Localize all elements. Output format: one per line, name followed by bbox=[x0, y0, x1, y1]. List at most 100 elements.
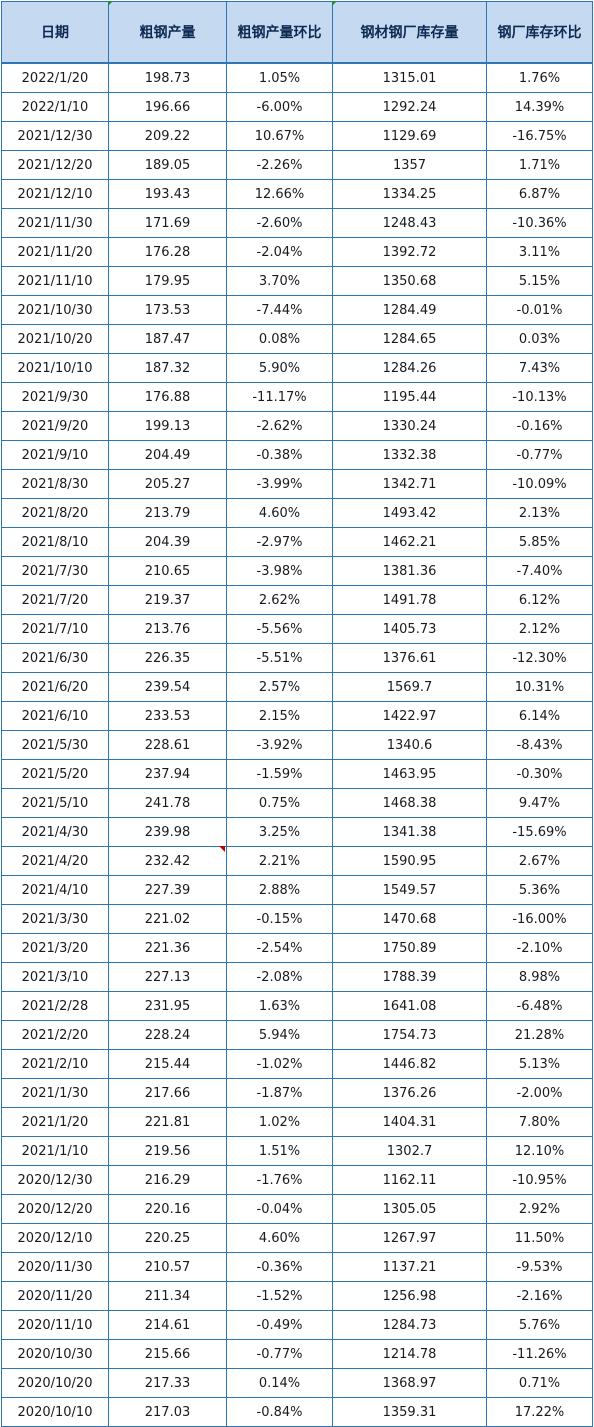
cell-crude-steel-output[interactable]: 176.28 bbox=[108, 237, 227, 267]
cell-date[interactable]: 2020/12/20 bbox=[1, 1194, 109, 1224]
cell-mill-inventory-mom[interactable]: 2.12% bbox=[486, 614, 593, 644]
cell-crude-steel-output[interactable]: 209.22 bbox=[108, 121, 227, 151]
cell-crude-steel-output[interactable]: 221.81 bbox=[108, 1107, 227, 1137]
cell-crude-steel-output[interactable]: 228.61 bbox=[108, 730, 227, 760]
cell-crude-steel-output-mom[interactable]: -1.87% bbox=[226, 1078, 333, 1108]
cell-mill-inventory-mom[interactable]: 1.71% bbox=[486, 150, 593, 180]
cell-mill-inventory-mom[interactable]: 14.39% bbox=[486, 92, 593, 122]
cell-date[interactable]: 2021/11/30 bbox=[1, 208, 109, 238]
cell-mill-inventory-mom[interactable]: 8.98% bbox=[486, 962, 593, 992]
cell-crude-steel-output-mom[interactable]: 2.15% bbox=[226, 701, 333, 731]
cell-crude-steel-output-mom[interactable]: 1.63% bbox=[226, 991, 333, 1021]
cell-date[interactable]: 2021/12/10 bbox=[1, 179, 109, 209]
cell-crude-steel-output[interactable]: 210.65 bbox=[108, 556, 227, 586]
cell-mill-inventory[interactable]: 1405.73 bbox=[332, 614, 487, 644]
cell-crude-steel-output[interactable]: 237.94 bbox=[108, 759, 227, 789]
cell-mill-inventory[interactable]: 1248.43 bbox=[332, 208, 487, 238]
cell-crude-steel-output-mom[interactable]: 0.08% bbox=[226, 324, 333, 354]
cell-crude-steel-output[interactable]: 239.98 bbox=[108, 817, 227, 847]
cell-date[interactable]: 2022/1/10 bbox=[1, 92, 109, 122]
cell-mill-inventory-mom[interactable]: -7.40% bbox=[486, 556, 593, 586]
cell-date[interactable]: 2021/6/30 bbox=[1, 643, 109, 673]
cell-mill-inventory[interactable]: 1376.26 bbox=[332, 1078, 487, 1108]
header-mill-inventory[interactable]: 钢材钢厂库存量 bbox=[332, 1, 487, 64]
header-crude-steel-output[interactable]: 粗钢产量 bbox=[108, 1, 227, 64]
cell-mill-inventory[interactable]: 1305.05 bbox=[332, 1194, 487, 1224]
cell-mill-inventory-mom[interactable]: 12.10% bbox=[486, 1136, 593, 1166]
cell-crude-steel-output-mom[interactable]: -3.98% bbox=[226, 556, 333, 586]
header-mill-inventory-mom[interactable]: 钢厂库存环比 bbox=[486, 1, 593, 64]
header-crude-steel-output-mom[interactable]: 粗钢产量环比 bbox=[226, 1, 333, 64]
cell-date[interactable]: 2021/2/28 bbox=[1, 991, 109, 1021]
cell-crude-steel-output[interactable]: 220.16 bbox=[108, 1194, 227, 1224]
cell-crude-steel-output-mom[interactable]: -2.26% bbox=[226, 150, 333, 180]
cell-mill-inventory[interactable]: 1381.36 bbox=[332, 556, 487, 586]
cell-mill-inventory-mom[interactable]: 5.85% bbox=[486, 527, 593, 557]
cell-mill-inventory[interactable]: 1549.57 bbox=[332, 875, 487, 905]
cell-mill-inventory-mom[interactable]: -0.01% bbox=[486, 295, 593, 325]
cell-date[interactable]: 2021/8/30 bbox=[1, 469, 109, 499]
cell-mill-inventory-mom[interactable]: -8.43% bbox=[486, 730, 593, 760]
cell-date[interactable]: 2021/9/20 bbox=[1, 411, 109, 441]
cell-date[interactable]: 2020/12/10 bbox=[1, 1223, 109, 1253]
cell-crude-steel-output[interactable]: 176.88 bbox=[108, 382, 227, 412]
cell-mill-inventory[interactable]: 1315.01 bbox=[332, 62, 487, 93]
cell-mill-inventory-mom[interactable]: 9.47% bbox=[486, 788, 593, 818]
cell-mill-inventory-mom[interactable]: 17.22% bbox=[486, 1397, 593, 1427]
cell-mill-inventory-mom[interactable]: 2.92% bbox=[486, 1194, 593, 1224]
cell-crude-steel-output[interactable]: 173.53 bbox=[108, 295, 227, 325]
cell-date[interactable]: 2021/8/10 bbox=[1, 527, 109, 557]
cell-mill-inventory[interactable]: 1754.73 bbox=[332, 1020, 487, 1050]
cell-crude-steel-output[interactable]: 226.35 bbox=[108, 643, 227, 673]
cell-mill-inventory[interactable]: 1334.25 bbox=[332, 179, 487, 209]
cell-date[interactable]: 2021/10/30 bbox=[1, 295, 109, 325]
cell-date[interactable]: 2020/10/10 bbox=[1, 1397, 109, 1427]
cell-crude-steel-output-mom[interactable]: 3.70% bbox=[226, 266, 333, 296]
cell-date[interactable]: 2021/3/20 bbox=[1, 933, 109, 963]
cell-mill-inventory-mom[interactable]: 6.12% bbox=[486, 585, 593, 615]
cell-crude-steel-output-mom[interactable]: 2.62% bbox=[226, 585, 333, 615]
cell-crude-steel-output-mom[interactable]: 1.02% bbox=[226, 1107, 333, 1137]
cell-crude-steel-output-mom[interactable]: 4.60% bbox=[226, 1223, 333, 1253]
cell-mill-inventory-mom[interactable]: 1.76% bbox=[486, 62, 593, 93]
cell-date[interactable]: 2021/4/20 bbox=[1, 846, 109, 876]
cell-mill-inventory-mom[interactable]: 0.71% bbox=[486, 1368, 593, 1398]
cell-mill-inventory-mom[interactable]: 2.67% bbox=[486, 846, 593, 876]
cell-date[interactable]: 2021/2/10 bbox=[1, 1049, 109, 1079]
cell-date[interactable]: 2021/7/20 bbox=[1, 585, 109, 615]
cell-crude-steel-output[interactable]: 227.39 bbox=[108, 875, 227, 905]
cell-date[interactable]: 2021/7/10 bbox=[1, 614, 109, 644]
cell-crude-steel-output-mom[interactable]: -3.99% bbox=[226, 469, 333, 499]
cell-mill-inventory[interactable]: 1493.42 bbox=[332, 498, 487, 528]
cell-crude-steel-output-mom[interactable]: -0.15% bbox=[226, 904, 333, 934]
cell-mill-inventory-mom[interactable]: -16.75% bbox=[486, 121, 593, 151]
cell-date[interactable]: 2020/11/10 bbox=[1, 1310, 109, 1340]
cell-date[interactable]: 2021/1/20 bbox=[1, 1107, 109, 1137]
cell-mill-inventory[interactable]: 1468.38 bbox=[332, 788, 487, 818]
cell-mill-inventory[interactable]: 1342.71 bbox=[332, 469, 487, 499]
cell-mill-inventory-mom[interactable]: 7.43% bbox=[486, 353, 593, 383]
cell-crude-steel-output[interactable]: 239.54 bbox=[108, 672, 227, 702]
cell-mill-inventory[interactable]: 1590.95 bbox=[332, 846, 487, 876]
cell-mill-inventory-mom[interactable]: -10.13% bbox=[486, 382, 593, 412]
cell-mill-inventory-mom[interactable]: -6.48% bbox=[486, 991, 593, 1021]
cell-mill-inventory[interactable]: 1284.65 bbox=[332, 324, 487, 354]
cell-mill-inventory-mom[interactable]: -2.10% bbox=[486, 933, 593, 963]
cell-mill-inventory-mom[interactable]: -12.30% bbox=[486, 643, 593, 673]
cell-mill-inventory[interactable]: 1129.69 bbox=[332, 121, 487, 151]
cell-crude-steel-output-mom[interactable]: -2.62% bbox=[226, 411, 333, 441]
cell-mill-inventory[interactable]: 1162.11 bbox=[332, 1165, 487, 1195]
cell-mill-inventory-mom[interactable]: -2.16% bbox=[486, 1281, 593, 1311]
cell-mill-inventory-mom[interactable]: -10.36% bbox=[486, 208, 593, 238]
cell-date[interactable]: 2021/4/10 bbox=[1, 875, 109, 905]
header-date[interactable]: 日期 bbox=[1, 1, 109, 64]
cell-crude-steel-output[interactable]: 215.44 bbox=[108, 1049, 227, 1079]
cell-mill-inventory-mom[interactable]: 2.13% bbox=[486, 498, 593, 528]
cell-mill-inventory[interactable]: 1340.6 bbox=[332, 730, 487, 760]
cell-mill-inventory-mom[interactable]: -0.16% bbox=[486, 411, 593, 441]
cell-crude-steel-output[interactable]: 217.33 bbox=[108, 1368, 227, 1398]
cell-crude-steel-output-mom[interactable]: -6.00% bbox=[226, 92, 333, 122]
cell-mill-inventory-mom[interactable]: 7.80% bbox=[486, 1107, 593, 1137]
cell-mill-inventory-mom[interactable]: 6.14% bbox=[486, 701, 593, 731]
cell-date[interactable]: 2020/12/30 bbox=[1, 1165, 109, 1195]
